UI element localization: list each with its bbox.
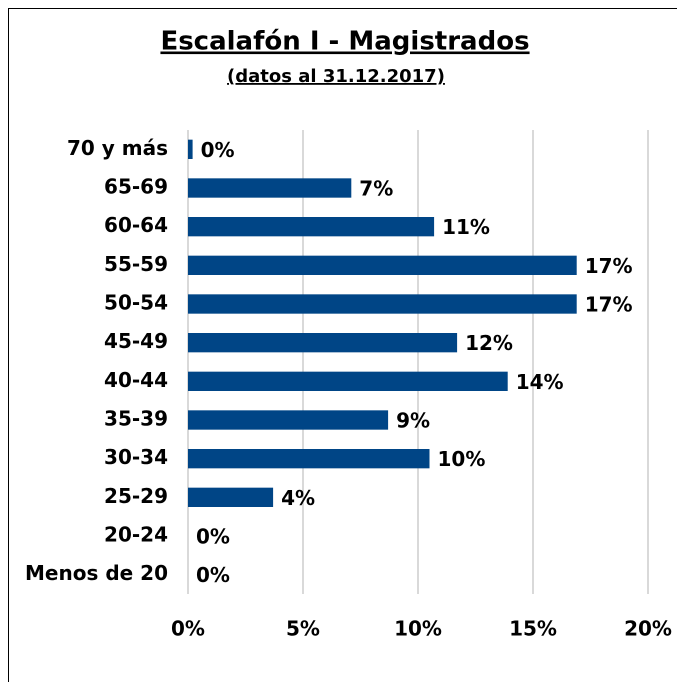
x-tick-label: 20% [624,617,672,641]
y-tick-label: Menos de 20 [25,561,168,585]
y-tick-label: 20-24 [104,523,168,547]
y-tick-label: 40-44 [104,368,168,392]
y-tick-label: 35-39 [104,407,168,431]
y-tick-label: 25-29 [104,484,168,508]
y-tick-label: 45-49 [104,329,168,353]
x-tick-label: 15% [509,617,557,641]
y-tick-label: 50-54 [104,291,168,315]
chart-title: Escalafón I - Magistrados [160,27,529,57]
y-tick-label: 55-59 [104,252,168,276]
data-label: 0% [196,525,230,549]
bar [188,294,577,314]
data-label: 0% [196,563,230,587]
bar [188,333,458,353]
bar [188,255,577,275]
y-tick-label: 65-69 [104,175,168,199]
y-tick-label: 70 y más [67,136,168,160]
chart-frame [8,8,677,682]
data-label: 17% [585,254,633,278]
bar [188,178,352,198]
bar [188,449,430,469]
bar [188,410,389,430]
bar [188,139,193,159]
data-label: 14% [516,370,564,394]
data-label: 17% [585,293,633,317]
data-label: 10% [438,447,486,471]
data-label: 11% [442,215,490,239]
data-label: 7% [359,177,393,201]
bar [188,217,435,237]
bar [188,487,274,507]
x-tick-label: 5% [286,617,320,641]
chart-subtitle: (datos al 31.12.2017) [227,66,445,87]
y-tick-label: 60-64 [104,213,168,237]
y-tick-label: 30-34 [104,445,168,469]
data-label: 9% [396,409,430,433]
data-label: 12% [465,331,513,355]
data-label: 0% [201,138,235,162]
x-tick-label: 10% [394,617,442,641]
x-tick-label: 0% [171,617,205,641]
bar [188,371,508,391]
data-label: 4% [281,486,315,510]
